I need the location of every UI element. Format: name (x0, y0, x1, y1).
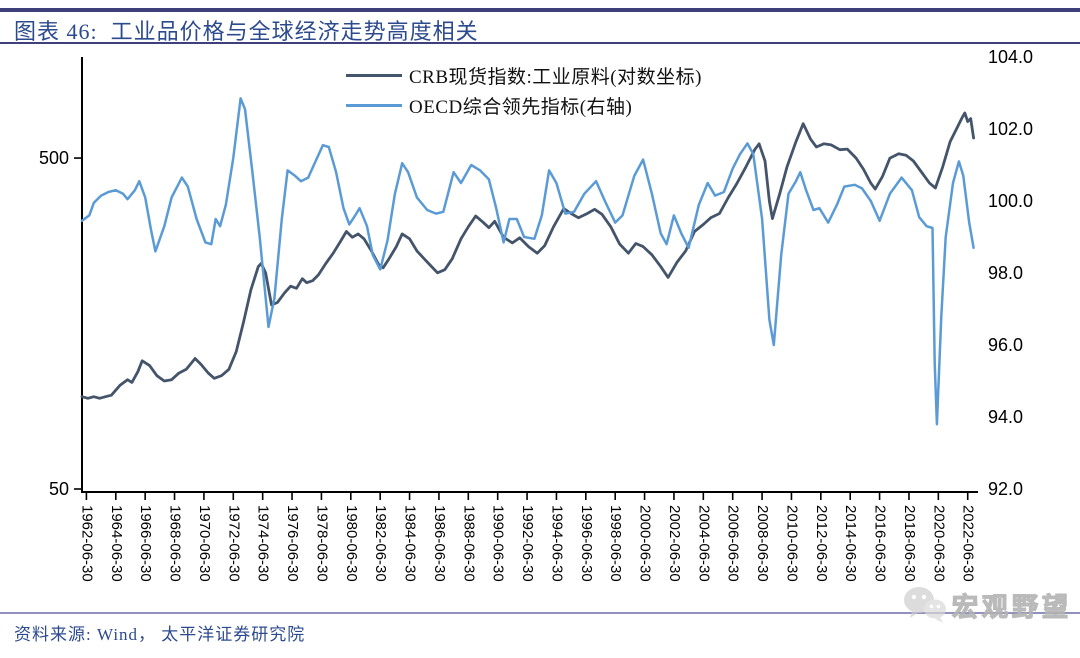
wechat-icon (903, 587, 946, 623)
left-axis-label: 500 (39, 148, 69, 168)
right-axis-label: 102.0 (988, 119, 1033, 139)
x-axis-label: 2012-06-30 (813, 505, 830, 582)
legend-item-crb: CRB现货指数:工业原料(对数坐标) (346, 60, 702, 90)
x-axis-label: 2006-06-30 (725, 505, 742, 582)
x-axis-label: 1978-06-30 (313, 505, 330, 582)
x-axis-label: 2020-06-30 (930, 505, 947, 582)
series-line-oecd (80, 97, 975, 426)
legend-label-crb: CRB现货指数:工业原料(对数坐标) (409, 66, 702, 88)
x-axis-label: 1986-06-30 (431, 505, 448, 582)
x-axis-label: 2004-06-30 (695, 505, 712, 582)
x-axis-label: 1972-06-30 (225, 505, 242, 582)
right-axis-label: 96.0 (988, 335, 1023, 355)
x-axis-label: 1964-06-30 (108, 505, 125, 582)
x-axis-label: 1968-06-30 (167, 505, 184, 582)
x-axis-label: 1988-06-30 (460, 505, 477, 582)
x-axis-label: 1982-06-30 (372, 505, 389, 582)
watermark: 宏观野望 (902, 585, 1072, 625)
right-axis-label: 92.0 (988, 479, 1023, 499)
chart-legend: CRB现货指数:工业原料(对数坐标) OECD综合领先指标(右轴) (346, 60, 702, 120)
x-axis-label: 1980-06-30 (343, 505, 360, 582)
x-axis-label: 1966-06-30 (137, 505, 154, 582)
x-axis-label: 2010-06-30 (783, 505, 800, 582)
x-axis-label: 1976-06-30 (284, 505, 301, 582)
right-axis-label: 104.0 (988, 47, 1033, 67)
x-axis-label: 2002-06-30 (666, 505, 683, 582)
x-axis-label: 2016-06-30 (872, 505, 889, 582)
source-divider (0, 612, 1080, 614)
x-axis-label: 2022-06-30 (960, 505, 977, 582)
legend-swatch-0 (346, 73, 402, 77)
x-axis-label: 1984-06-30 (402, 505, 419, 582)
x-axis-label: 2014-06-30 (842, 505, 859, 582)
source-text: 资料来源: Wind， 太平洋证券研究院 (14, 625, 306, 644)
x-axis-label: 1996-06-30 (578, 505, 595, 582)
x-axis-label: 1974-06-30 (255, 505, 272, 582)
x-axis-label: 1994-06-30 (548, 505, 565, 582)
legend-swatch-1 (346, 103, 402, 107)
x-axis-label: 2008-06-30 (754, 505, 771, 582)
left-axis-label: 50 (49, 479, 69, 499)
legend-label-oecd: OECD综合领先指标(右轴) (409, 96, 633, 118)
right-axis-label: 98.0 (988, 263, 1023, 283)
watermark-text: 宏观野望 (951, 592, 1072, 622)
x-axis-label: 1998-06-30 (607, 505, 624, 582)
top-accent-bar (0, 8, 1080, 12)
x-axis-label: 2000-06-30 (637, 505, 654, 582)
series-line-crb (80, 111, 975, 400)
right-axis-label: 100.0 (988, 191, 1033, 211)
right-axis-label: 94.0 (988, 407, 1023, 427)
x-axis-label: 1962-06-30 (78, 505, 95, 582)
title-divider (0, 42, 1080, 44)
x-axis-label: 1990-06-30 (490, 505, 507, 582)
page-title: 图表 46: 工业品价格与全球经济走势高度相关 (14, 19, 479, 44)
x-axis-label: 1992-06-30 (519, 505, 536, 582)
x-axis-label: 1970-06-30 (196, 505, 213, 582)
legend-item-oecd: OECD综合领先指标(右轴) (346, 90, 702, 120)
x-axis-label: 2018-06-30 (901, 505, 918, 582)
